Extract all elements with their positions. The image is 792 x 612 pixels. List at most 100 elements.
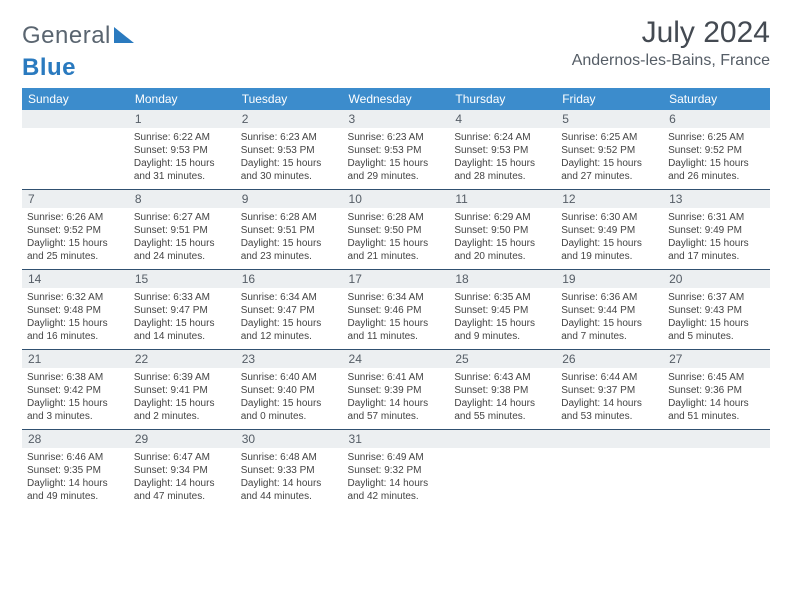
day-number: 5: [556, 110, 663, 128]
title-block: July 2024 Andernos-les-Bains, France: [572, 16, 770, 70]
weekday-header: Sunday: [22, 88, 129, 110]
sunrise-text: Sunrise: 6:34 AM: [241, 291, 338, 304]
sunrise-text: Sunrise: 6:35 AM: [454, 291, 551, 304]
daylight-text: Daylight: 15 hours and 11 minutes.: [348, 317, 445, 343]
day-cell: Sunrise: 6:28 AMSunset: 9:50 PMDaylight:…: [343, 208, 450, 270]
day-number: [663, 430, 770, 449]
day-cell: Sunrise: 6:28 AMSunset: 9:51 PMDaylight:…: [236, 208, 343, 270]
sunrise-text: Sunrise: 6:25 AM: [561, 131, 658, 144]
sunset-text: Sunset: 9:38 PM: [454, 384, 551, 397]
sunset-text: Sunset: 9:35 PM: [27, 464, 124, 477]
daylight-text: Daylight: 15 hours and 16 minutes.: [27, 317, 124, 343]
sunset-text: Sunset: 9:49 PM: [561, 224, 658, 237]
day-number-row: 123456: [22, 110, 770, 128]
day-cell: [449, 448, 556, 509]
sunset-text: Sunset: 9:53 PM: [241, 144, 338, 157]
day-cell: Sunrise: 6:34 AMSunset: 9:47 PMDaylight:…: [236, 288, 343, 350]
daylight-text: Daylight: 15 hours and 24 minutes.: [134, 237, 231, 263]
day-cell: Sunrise: 6:49 AMSunset: 9:32 PMDaylight:…: [343, 448, 450, 509]
daylight-text: Daylight: 15 hours and 12 minutes.: [241, 317, 338, 343]
sunset-text: Sunset: 9:40 PM: [241, 384, 338, 397]
day-number: 11: [449, 190, 556, 209]
sunrise-text: Sunrise: 6:34 AM: [348, 291, 445, 304]
day-number: 18: [449, 270, 556, 289]
daylight-text: Daylight: 15 hours and 20 minutes.: [454, 237, 551, 263]
sunrise-text: Sunrise: 6:46 AM: [27, 451, 124, 464]
sunset-text: Sunset: 9:47 PM: [134, 304, 231, 317]
header: GeneralBlue July 2024 Andernos-les-Bains…: [22, 16, 770, 82]
day-cell: [556, 448, 663, 509]
sunrise-text: Sunrise: 6:48 AM: [241, 451, 338, 464]
sunrise-text: Sunrise: 6:49 AM: [348, 451, 445, 464]
day-number: 17: [343, 270, 450, 289]
sunset-text: Sunset: 9:52 PM: [27, 224, 124, 237]
day-cell: Sunrise: 6:24 AMSunset: 9:53 PMDaylight:…: [449, 128, 556, 190]
day-number: 4: [449, 110, 556, 128]
sunrise-text: Sunrise: 6:45 AM: [668, 371, 765, 384]
day-content-row: Sunrise: 6:26 AMSunset: 9:52 PM Daylight:…: [22, 208, 770, 270]
day-cell: Sunrise: 6:25 AMSunset: 9:52 PMDaylight:…: [663, 128, 770, 190]
day-number: 14: [22, 270, 129, 289]
sunset-text: Sunset: 9:45 PM: [454, 304, 551, 317]
day-cell: Sunrise: 6:29 AMSunset: 9:50 PMDaylight:…: [449, 208, 556, 270]
daylight-text: Daylight: 15 hours and 3 minutes.: [27, 397, 124, 423]
sunrise-text: Sunrise: 6:36 AM: [561, 291, 658, 304]
sunset-text: Sunset: 9:36 PM: [668, 384, 765, 397]
day-number: 1: [129, 110, 236, 128]
sunrise-text: Sunrise: 6:44 AM: [561, 371, 658, 384]
daylight-text: Daylight: 15 hours and 30 minutes.: [241, 157, 338, 183]
sunset-text: Sunset: 9:44 PM: [561, 304, 658, 317]
day-number: 16: [236, 270, 343, 289]
sunrise-text: Sunrise: 6:27 AM: [134, 211, 231, 224]
day-number: 30: [236, 430, 343, 449]
day-number: 7: [22, 190, 129, 209]
sunrise-text: Sunrise: 6:23 AM: [348, 131, 445, 144]
day-number: 10: [343, 190, 450, 209]
day-number: 8: [129, 190, 236, 209]
day-number: 15: [129, 270, 236, 289]
day-number: 13: [663, 190, 770, 209]
day-number-row: 78910111213: [22, 190, 770, 209]
sunset-text: Sunset: 9:43 PM: [668, 304, 765, 317]
day-cell: Sunrise: 6:38 AMSunset: 9:42 PMDaylight:…: [22, 368, 129, 430]
brand-part2: Blue: [22, 54, 76, 81]
sunrise-text: Sunrise: 6:24 AM: [454, 131, 551, 144]
daylight-text: Daylight: 14 hours and 57 minutes.: [348, 397, 445, 423]
sunrise-text: Sunrise: 6:28 AM: [241, 211, 338, 224]
sunset-text: Sunset: 9:52 PM: [561, 144, 658, 157]
day-number: 25: [449, 350, 556, 369]
day-number-row: 28293031: [22, 430, 770, 449]
sunrise-text: Sunrise: 6:37 AM: [668, 291, 765, 304]
day-cell: Sunrise: 6:44 AMSunset: 9:37 PMDaylight:…: [556, 368, 663, 430]
day-cell: Sunrise: 6:47 AMSunset: 9:34 PMDaylight:…: [129, 448, 236, 509]
day-cell: [663, 448, 770, 509]
sunset-text: Sunset: 9:50 PM: [348, 224, 445, 237]
sunrise-text: Sunrise: 6:33 AM: [134, 291, 231, 304]
sunrise-text: Sunrise: 6:25 AM: [668, 131, 765, 144]
brand-triangle-icon: [114, 22, 134, 50]
sunrise-text: Sunrise: 6:22 AM: [134, 131, 231, 144]
sunrise-text: Sunrise: 6:40 AM: [241, 371, 338, 384]
daylight-text: Daylight: 14 hours and 53 minutes.: [561, 397, 658, 423]
daylight-text: Daylight: 15 hours and 2 minutes.: [134, 397, 231, 423]
weekday-header: Tuesday: [236, 88, 343, 110]
day-number: 24: [343, 350, 450, 369]
daylight-text: Daylight: 14 hours and 49 minutes.: [27, 477, 124, 503]
sunset-text: Sunset: 9:53 PM: [454, 144, 551, 157]
month-title: July 2024: [572, 16, 770, 50]
day-number: 22: [129, 350, 236, 369]
daylight-text: Daylight: 15 hours and 0 minutes.: [241, 397, 338, 423]
day-number: 29: [129, 430, 236, 449]
day-content-row: Sunrise: 6:32 AMSunset: 9:48 PMDaylight:…: [22, 288, 770, 350]
daylight-text: Daylight: 15 hours and 31 minutes.: [134, 157, 231, 183]
daylight-text: Daylight: 15 hours and 28 minutes.: [454, 157, 551, 183]
sunset-text: Sunset: 9:51 PM: [134, 224, 231, 237]
sunrise-text: Sunrise: 6:26 AM: [27, 211, 124, 224]
sunrise-text: Sunrise: 6:23 AM: [241, 131, 338, 144]
sunset-text: Sunset: 9:33 PM: [241, 464, 338, 477]
day-cell: Sunrise: 6:36 AMSunset: 9:44 PMDaylight:…: [556, 288, 663, 350]
brand-logo: GeneralBlue: [22, 22, 134, 82]
day-cell: Sunrise: 6:30 AMSunset: 9:49 PMDaylight:…: [556, 208, 663, 270]
day-cell: Sunrise: 6:34 AMSunset: 9:46 PMDaylight:…: [343, 288, 450, 350]
day-cell: Sunrise: 6:25 AMSunset: 9:52 PMDaylight:…: [556, 128, 663, 190]
